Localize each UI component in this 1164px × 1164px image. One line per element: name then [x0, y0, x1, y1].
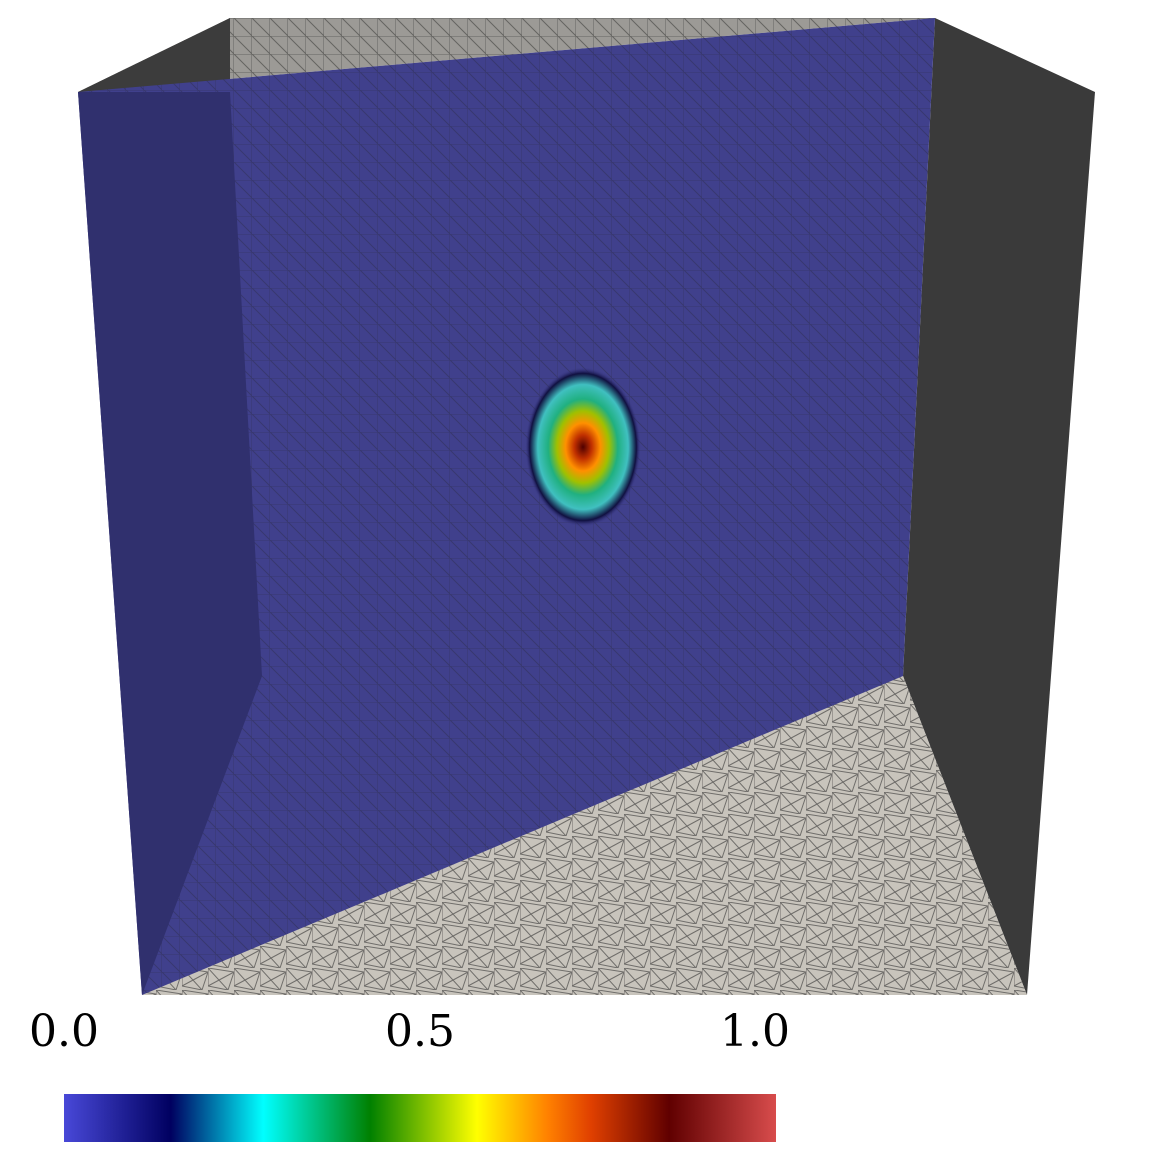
cube	[78, 18, 1095, 995]
colorbar-tick-label: 1.0	[720, 1006, 790, 1057]
colorbar-tick-label: 0.5	[385, 1006, 455, 1057]
colorbar-tick-label: 0.0	[29, 1006, 99, 1057]
colorbar-ticks: 0.0 0.5 1.0	[29, 1006, 790, 1057]
colorbar	[64, 1094, 776, 1142]
